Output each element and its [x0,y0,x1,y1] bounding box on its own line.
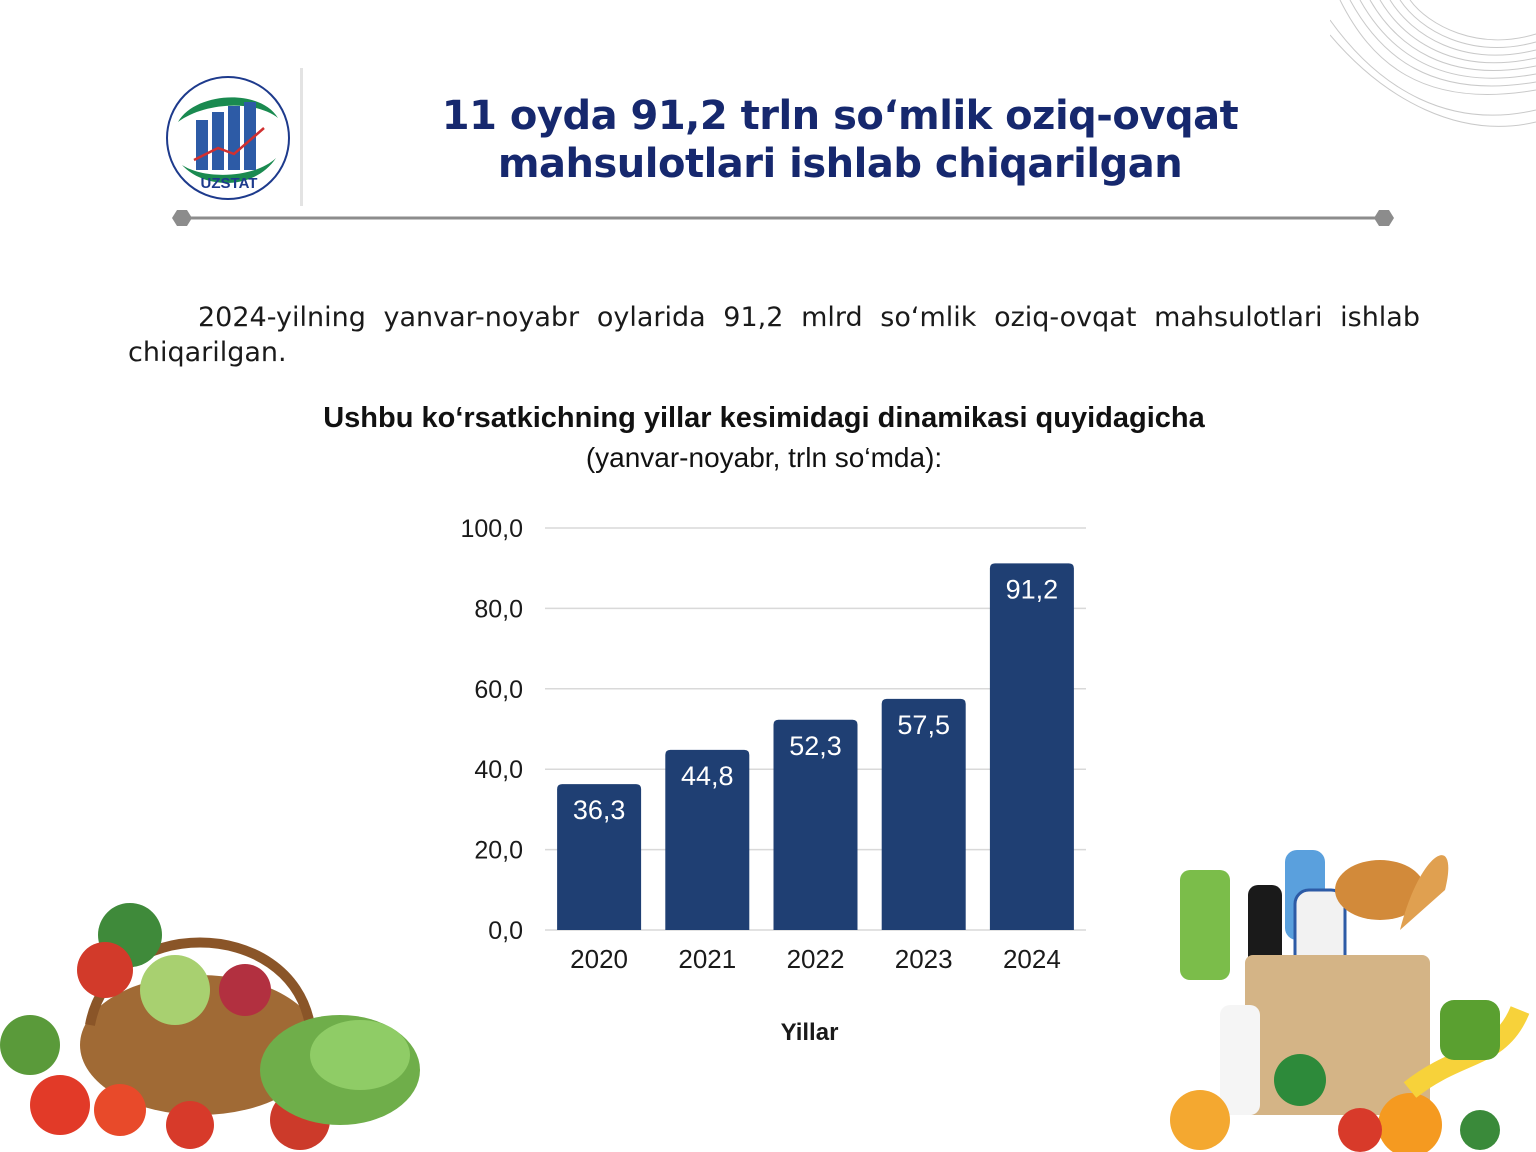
chart-title: Ushbu ko‘rsatkichning yillar kesimidagi … [323,402,1205,434]
uzstat-logo: UZSTAT [160,70,300,205]
x-tick-label: 2024 [1003,944,1061,974]
x-tick-label: 2023 [895,944,953,974]
bar-chart: 0,0 20,0 40,0 60,0 80,0 100,0 36,3 2020 44,8 2021… [460,515,1086,1046]
title-line-1: 11 oyda 91,2 trln so‘mlik oziq-ovqat [441,93,1239,139]
data-label: 52,3 [789,731,842,761]
bar-2023 [881,698,966,930]
x-tick-label: 2022 [787,944,845,974]
page-title: 11 oyda 91,2 trln so‘mlik oziq-ovqat mah… [330,92,1350,188]
x-tick-label: 2021 [678,944,736,974]
data-label: 36,3 [573,795,626,825]
y-tick-label: 20,0 [474,837,523,865]
uzstat-logo-icon: UZSTAT [166,76,290,200]
y-tick-label: 80,0 [474,595,523,623]
data-label: 91,2 [1006,574,1059,604]
wave-lines-icon [1330,0,1536,127]
bar-2024 [989,563,1074,930]
divider-right-cap [1374,210,1394,226]
y-tick-label: 40,0 [474,756,523,784]
y-tick-label: 0,0 [488,917,523,945]
bar-2022 [773,719,858,930]
divider-left-cap [172,210,192,226]
header-divider [172,210,1394,226]
summary-paragraph: 2024-yilning yanvar-noyabr oylarida 91,2… [128,302,1420,368]
vegetable-basket-icon [0,903,420,1150]
logo-text: UZSTAT [201,175,258,192]
chart-subtitle: (yanvar-noyabr, trln so‘mda): [585,442,943,473]
x-tick-label: 2020 [570,944,628,974]
y-tick-label: 60,0 [474,676,523,704]
bar-2021 [665,749,750,930]
y-tick-label: 100,0 [460,515,523,543]
data-label: 57,5 [897,710,950,740]
logo-separator [300,68,303,206]
bar-2020 [557,784,642,930]
title-line-2: mahsulotlari ishlab chiqarilgan [497,141,1183,187]
data-label: 44,8 [681,761,734,791]
grocery-bag-icon [1170,850,1530,1152]
x-axis-label: Yillar [781,1019,839,1046]
